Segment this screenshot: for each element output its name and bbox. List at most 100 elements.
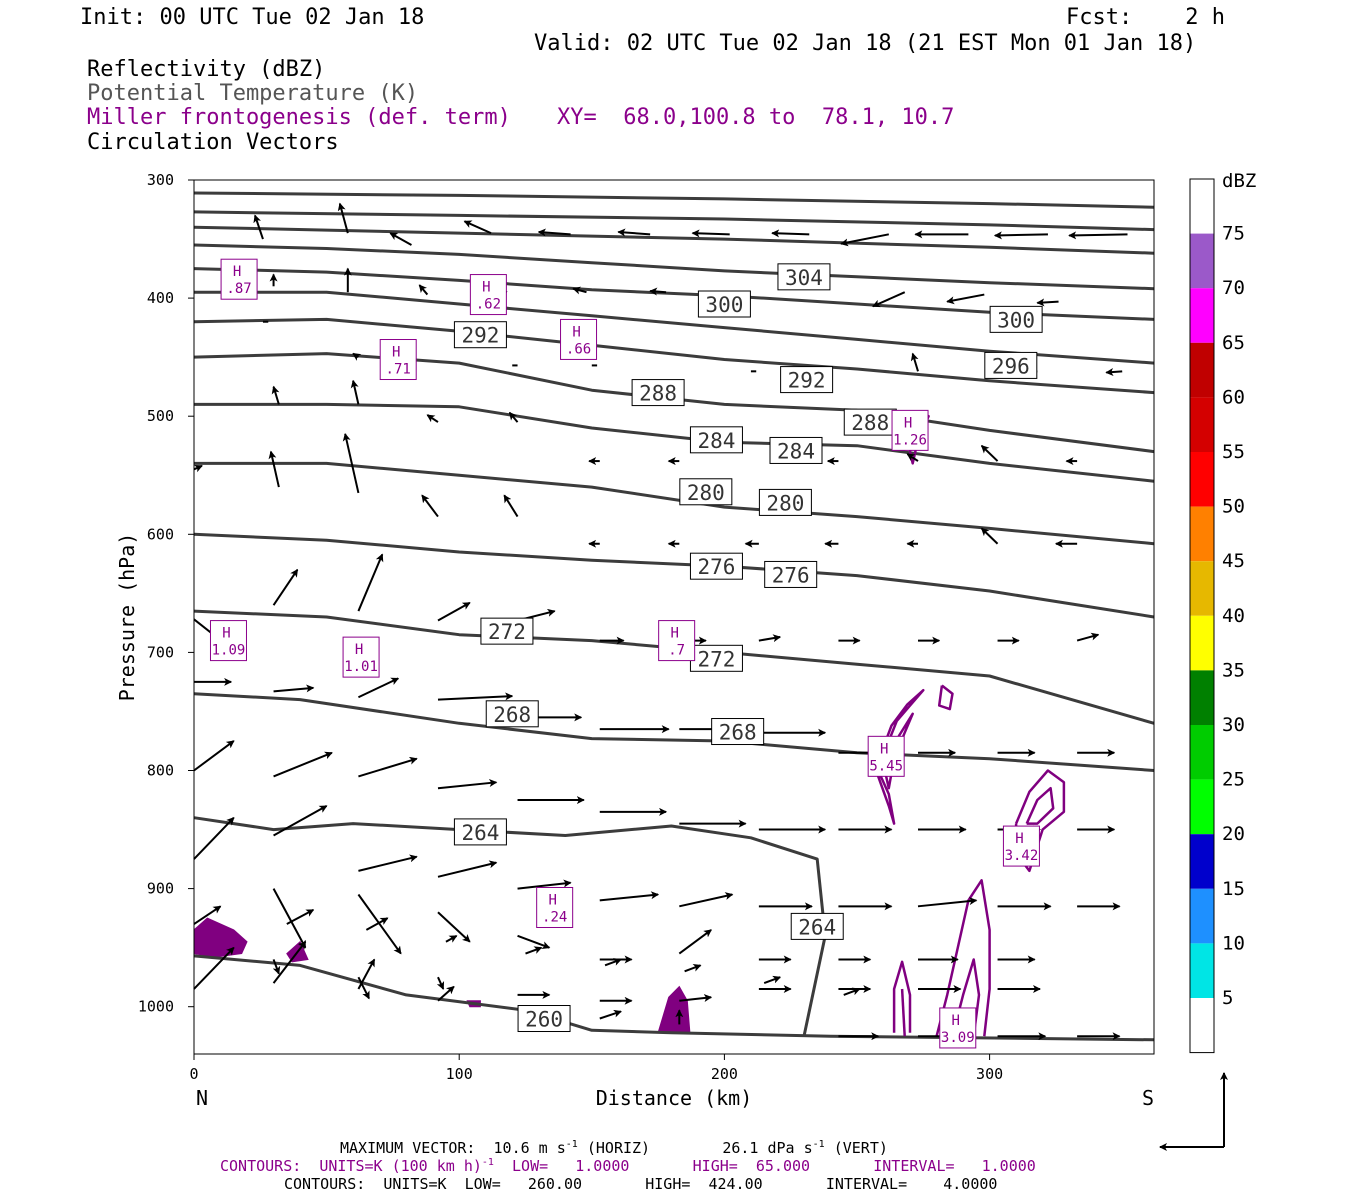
circulation-vector [418,284,429,296]
theta-contour [193,532,1155,619]
colorbar-segment [1190,561,1214,616]
frontogenesis-max-box [867,735,905,777]
frontogenesis-max-box [891,409,929,451]
theta-label-box [777,263,831,291]
circulation-vector [679,892,734,908]
circulation-vector [517,879,572,890]
frontogenesis-contour [937,684,954,711]
y-tick-label: 1000 [138,998,174,1016]
theta-contour [193,243,1155,291]
y-tick-label: 400 [147,289,174,307]
theta-label: 288 [851,411,889,435]
frontogenesis-max-value: .24 [542,909,567,925]
circulation-vector [463,220,492,235]
frontogenesis-contour [882,712,914,790]
circulation-vector [599,891,660,902]
y-tick-label: 700 [147,643,174,661]
colorbar-label: 30 [1222,714,1245,736]
circulation-vector [272,888,307,949]
theta-label: 304 [785,266,823,290]
circulation-vector [649,287,667,296]
circulation-vector [503,494,519,518]
circulation-vector [426,414,439,423]
max-vector-line: MAXIMUM VECTOR: 10.6 m s-1 (HORIZ) 26.1 … [340,1139,888,1157]
circulation-vector [357,976,370,1000]
frontogenesis-contour [892,960,912,1033]
circulation-vector [193,740,235,772]
colorbar-segment [1190,615,1214,671]
circulation-vector [980,527,999,545]
circulation-vector [357,677,400,699]
circulation-vector [358,756,418,778]
theta-contour [193,210,1155,232]
circulation-vector [1068,231,1128,240]
colorbar-label: 70 [1222,277,1245,299]
circulation-vector [679,994,713,1003]
theta-contour [194,402,1155,483]
circulation-vector [272,568,299,606]
theta-contour [193,816,827,1037]
theta-contour [193,225,1155,255]
south-end-label: S [1142,1086,1154,1110]
y-tick-label: 300 [147,171,174,189]
frontogenesis-filled-region [657,985,691,1034]
frontogenesis-filled-region [193,917,248,958]
theta-label-box [689,644,743,672]
colorbar-segment [1190,233,1214,289]
frontogenesis-contour [900,988,906,1037]
circulation-vector [917,897,978,908]
circulation-vector [1076,632,1100,642]
theta-label-box [758,488,812,516]
circulation-vector [357,893,402,955]
colorbar-unit: dBZ [1222,170,1256,192]
theta-label: 284 [697,429,735,453]
frontogenesis-max-box [536,886,574,928]
x-axis-label: Distance (km) [596,1086,753,1110]
colorbar-frame [1189,178,1215,1054]
colorbar-label: 55 [1222,441,1245,463]
circulation-vector [437,860,498,878]
frontogenesis-max-box [342,636,380,678]
circulation-vector [342,432,360,494]
theta-label: 272 [697,647,735,671]
colorbar-label: 65 [1222,332,1245,354]
circulation-vector [352,352,362,361]
colorbar-label: 50 [1222,496,1245,518]
xy-coordinates: XY= 68.0,100.8 to 78.1, 10.7 [557,105,955,130]
frontogenesis-max-marker: H [952,1013,960,1029]
valid-time: Valid: 02 UTC Tue 02 Jan 18 (21 EST Mon … [534,31,1197,56]
frontogenesis-max-value: 3.42 [1005,848,1039,864]
theta-label: 264 [461,821,499,845]
circulation-vector [193,464,203,473]
circulation-vector [436,976,445,990]
circulation-vector [421,494,439,518]
circulation-vector [993,231,1048,240]
colorbar-segment [1190,342,1214,398]
colorbar-segment [1190,452,1214,507]
colorbar-segment [1190,397,1214,452]
frontogenesis-max-box [658,620,696,662]
theta-label-box [984,351,1038,379]
theta-label: 300 [705,293,743,317]
theta-label: 280 [766,491,804,515]
theta-contour [194,290,1155,365]
theta-label-box [689,552,743,580]
circulation-vector [617,228,651,237]
frontogenesis-max-value: 3.09 [941,1030,975,1046]
circulation-vector [358,854,418,872]
circulation-vector [286,908,315,925]
colorbar-label: 5 [1222,987,1233,1009]
frontogenesis-max-value: .66 [566,341,591,357]
x-tick-label: 100 [446,1065,473,1083]
colorbar-segment [1190,998,1214,1053]
frontogenesis-max-marker: H [482,280,490,296]
circulation-vector [678,929,712,955]
circulation-vector [193,905,222,925]
circulation-vector [684,964,702,973]
colorbar-label: 35 [1222,659,1245,681]
theta-label-box [843,408,897,436]
frontogenesis-contour [935,879,991,1037]
circulation-vector [946,293,985,305]
theta-label: 272 [488,620,526,644]
theta-label-box [769,436,823,464]
